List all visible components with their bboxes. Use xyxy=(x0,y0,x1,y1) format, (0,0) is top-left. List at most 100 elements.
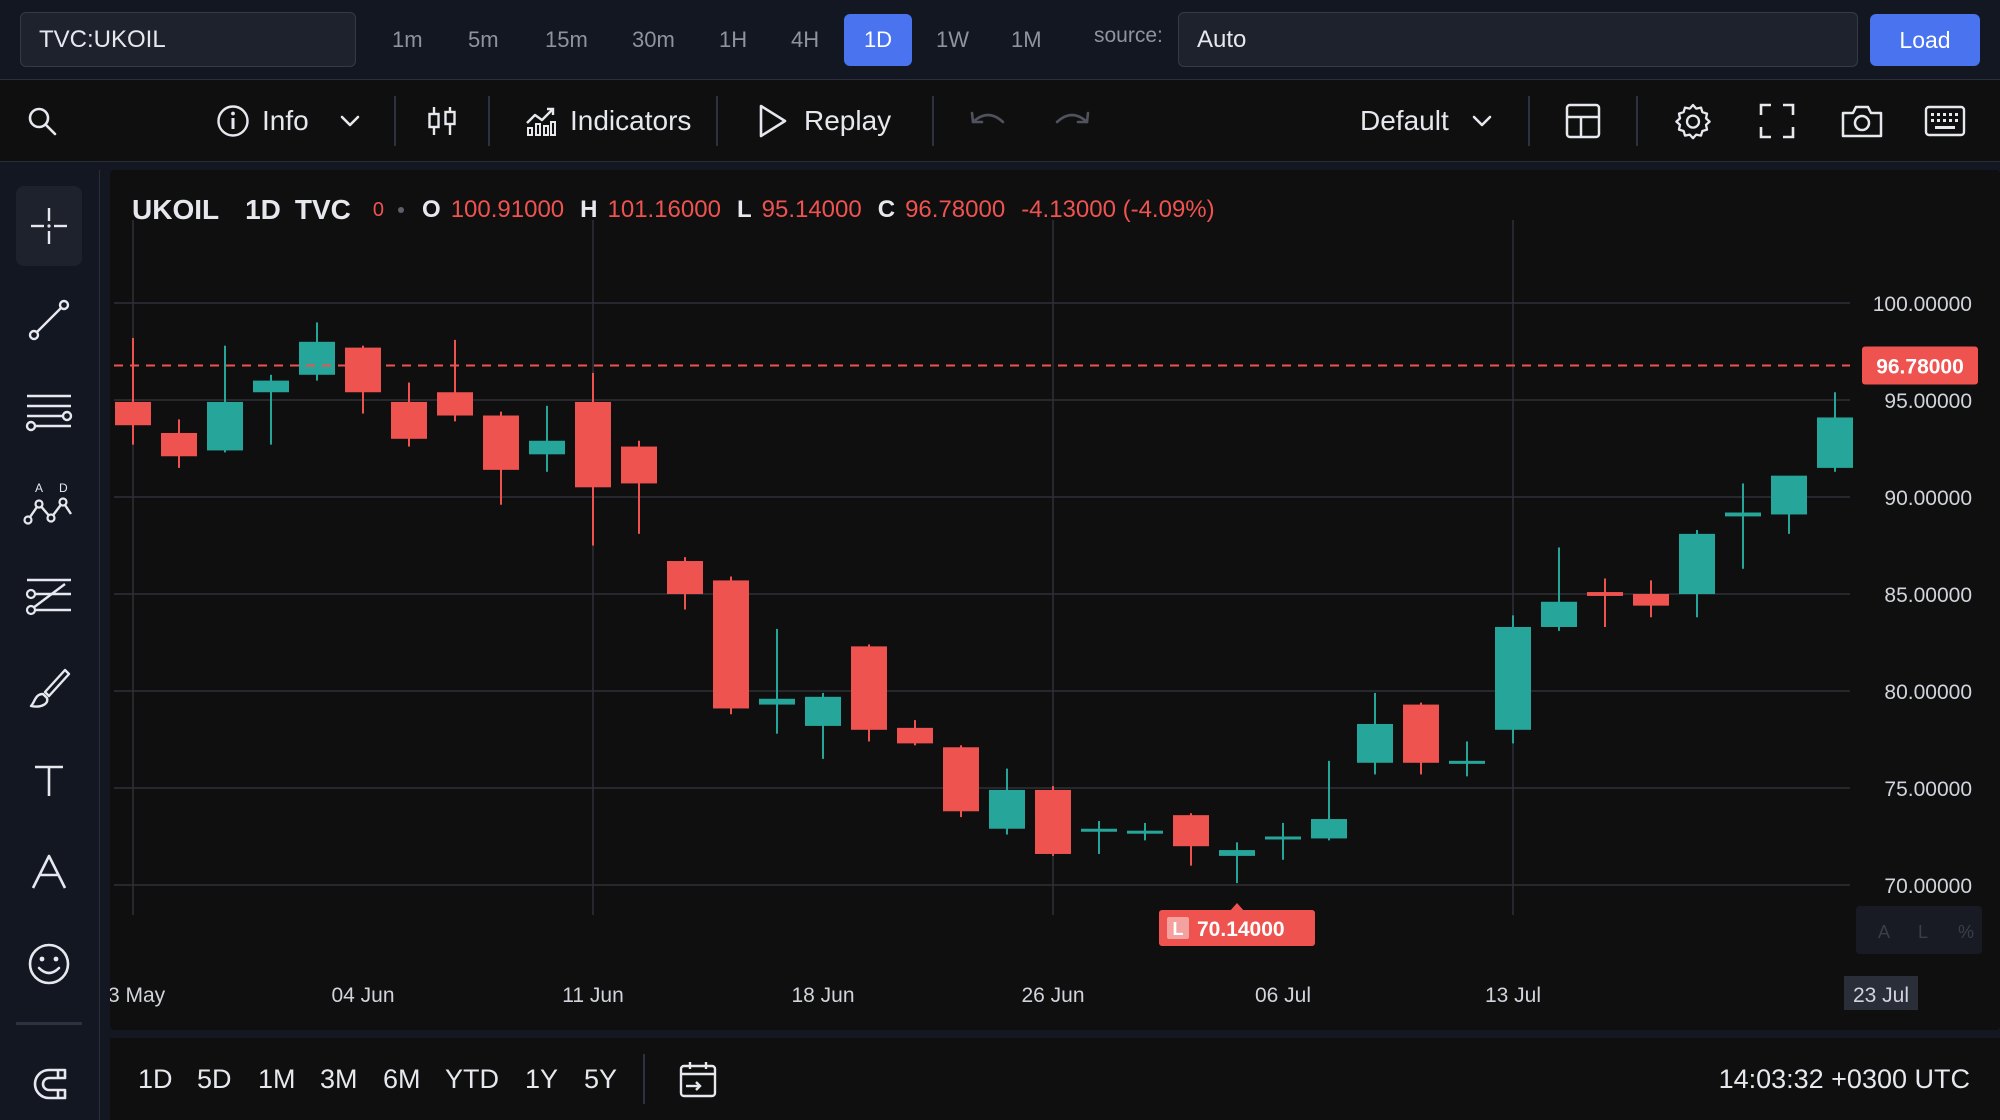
legend-open-label: O xyxy=(422,196,441,223)
range-6m-button[interactable]: 6M xyxy=(383,1063,421,1094)
timeframe-5m-button[interactable]: 5m xyxy=(468,27,499,52)
candle[interactable] xyxy=(1357,692,1393,775)
search-button[interactable] xyxy=(26,80,58,162)
candlestick-chart[interactable]: 96.78000 L 70.14000 100.00000 95.00000 90.00… xyxy=(110,170,2000,1030)
range-ytd-button[interactable]: YTD xyxy=(445,1063,499,1094)
crosshair-tool[interactable] xyxy=(16,186,82,266)
fullscreen-button[interactable] xyxy=(1758,80,1796,162)
candle[interactable] xyxy=(759,628,795,734)
timeframe-1h-button[interactable]: 1H xyxy=(719,27,748,52)
low-marker-letter: L xyxy=(1173,919,1184,939)
candle[interactable] xyxy=(161,419,197,468)
candle[interactable] xyxy=(1311,760,1347,841)
range-1d-button[interactable]: 1D xyxy=(138,1063,173,1094)
indicators-button[interactable]: Indicators xyxy=(524,80,691,162)
candle[interactable] xyxy=(483,411,519,505)
layout-select[interactable]: Default xyxy=(1360,80,1495,162)
candle[interactable] xyxy=(299,322,335,381)
forecast-tool[interactable] xyxy=(16,556,82,636)
range-1m-button[interactable]: 1M xyxy=(258,1063,296,1094)
font-a-icon xyxy=(31,854,67,889)
candle[interactable] xyxy=(1633,580,1669,618)
candle[interactable] xyxy=(713,576,749,715)
load-button[interactable]: Load xyxy=(1870,14,1980,66)
candle[interactable] xyxy=(115,337,151,445)
redo-button[interactable] xyxy=(1052,80,1092,162)
candle[interactable] xyxy=(897,720,933,746)
log-scale-button[interactable]: L xyxy=(1918,922,1928,942)
smiley-icon xyxy=(28,943,70,985)
source-input[interactable]: Auto xyxy=(1178,12,1858,67)
candle[interactable] xyxy=(1081,820,1117,854)
range-3m-button[interactable]: 3M xyxy=(320,1063,358,1094)
candle[interactable] xyxy=(1541,547,1577,631)
magnet-tool[interactable] xyxy=(16,1044,82,1120)
timeframe-1w-button[interactable]: 1W xyxy=(936,27,969,52)
horizontal-lines-tool[interactable] xyxy=(16,372,82,452)
candle[interactable] xyxy=(1495,615,1531,744)
candle[interactable] xyxy=(1173,813,1209,866)
x-axis-label: 26 Jun xyxy=(1021,984,1084,1007)
candle[interactable] xyxy=(437,339,473,422)
trend-line-tool[interactable] xyxy=(16,280,82,360)
timeframe-1d-button[interactable]: 1D xyxy=(844,14,912,66)
go-to-date-button[interactable] xyxy=(678,1038,718,1120)
chart-panel[interactable]: 96.78000 L 70.14000 100.00000 95.00000 90.00… xyxy=(110,170,2000,1030)
candle[interactable] xyxy=(253,374,289,445)
candle[interactable] xyxy=(1771,475,1807,534)
candle[interactable] xyxy=(1219,842,1255,884)
candle-body xyxy=(575,401,611,488)
candle[interactable] xyxy=(943,745,979,818)
candle[interactable] xyxy=(529,405,565,472)
timeframe-1m-button[interactable]: 1m xyxy=(392,27,423,52)
candle[interactable] xyxy=(621,440,657,534)
candle[interactable] xyxy=(207,345,243,453)
candle[interactable] xyxy=(989,768,1025,835)
snapshot-button[interactable] xyxy=(1840,80,1884,162)
candle[interactable] xyxy=(1725,483,1761,569)
candle[interactable] xyxy=(851,644,887,742)
chart-layout-button[interactable] xyxy=(1564,80,1602,162)
candle[interactable] xyxy=(805,692,841,759)
symbol-input[interactable]: TVC:UKOIL xyxy=(20,12,356,67)
candle[interactable] xyxy=(1127,822,1163,841)
range-5y-button[interactable]: 5Y xyxy=(584,1063,618,1094)
undo-button[interactable] xyxy=(968,80,1008,162)
candle[interactable] xyxy=(391,382,427,447)
candle[interactable] xyxy=(1403,702,1439,775)
chevron-down-icon xyxy=(340,115,360,127)
candle[interactable] xyxy=(1449,741,1485,777)
chart-type-button[interactable] xyxy=(426,80,458,162)
auto-scale-button[interactable]: A xyxy=(1878,922,1890,942)
candle[interactable] xyxy=(1587,578,1623,627)
legend-symbol[interactable]: UKOIL xyxy=(132,194,220,225)
timeframe-30m-button[interactable]: 30m xyxy=(632,27,675,52)
text-tool[interactable] xyxy=(16,740,82,820)
timeframe-15m-button[interactable]: 15m xyxy=(545,27,588,52)
legend-status-dot xyxy=(398,207,405,213)
candle[interactable] xyxy=(1817,392,1853,472)
range-1y-button[interactable]: 1Y xyxy=(525,1063,559,1094)
candle[interactable] xyxy=(345,345,381,414)
emoji-tool[interactable] xyxy=(16,924,82,1004)
candle[interactable] xyxy=(667,557,703,610)
candle[interactable] xyxy=(575,372,611,546)
candle[interactable] xyxy=(1035,786,1071,856)
keyboard-shortcuts-button[interactable] xyxy=(1924,80,1966,162)
candle[interactable] xyxy=(1265,822,1301,860)
candle-body xyxy=(1495,626,1531,730)
settings-button[interactable] xyxy=(1674,80,1712,162)
brush-tool[interactable] xyxy=(16,648,82,728)
candle[interactable] xyxy=(1679,529,1715,618)
replay-button[interactable]: Replay xyxy=(756,80,891,162)
annotation-tool[interactable] xyxy=(16,832,82,912)
utc-clock[interactable]: 14:03:32 +0300 UTC xyxy=(1718,1063,1970,1094)
y-axis-label: 85.00000 xyxy=(1884,584,1972,607)
percent-scale-button[interactable]: % xyxy=(1958,922,1974,942)
timeframe-4h-button[interactable]: 4H xyxy=(791,27,820,52)
candle-body xyxy=(161,432,197,457)
timeframe-1mo-button[interactable]: 1M xyxy=(1011,27,1042,52)
info-button[interactable]: Info xyxy=(216,80,363,162)
range-5d-button[interactable]: 5D xyxy=(197,1063,232,1094)
